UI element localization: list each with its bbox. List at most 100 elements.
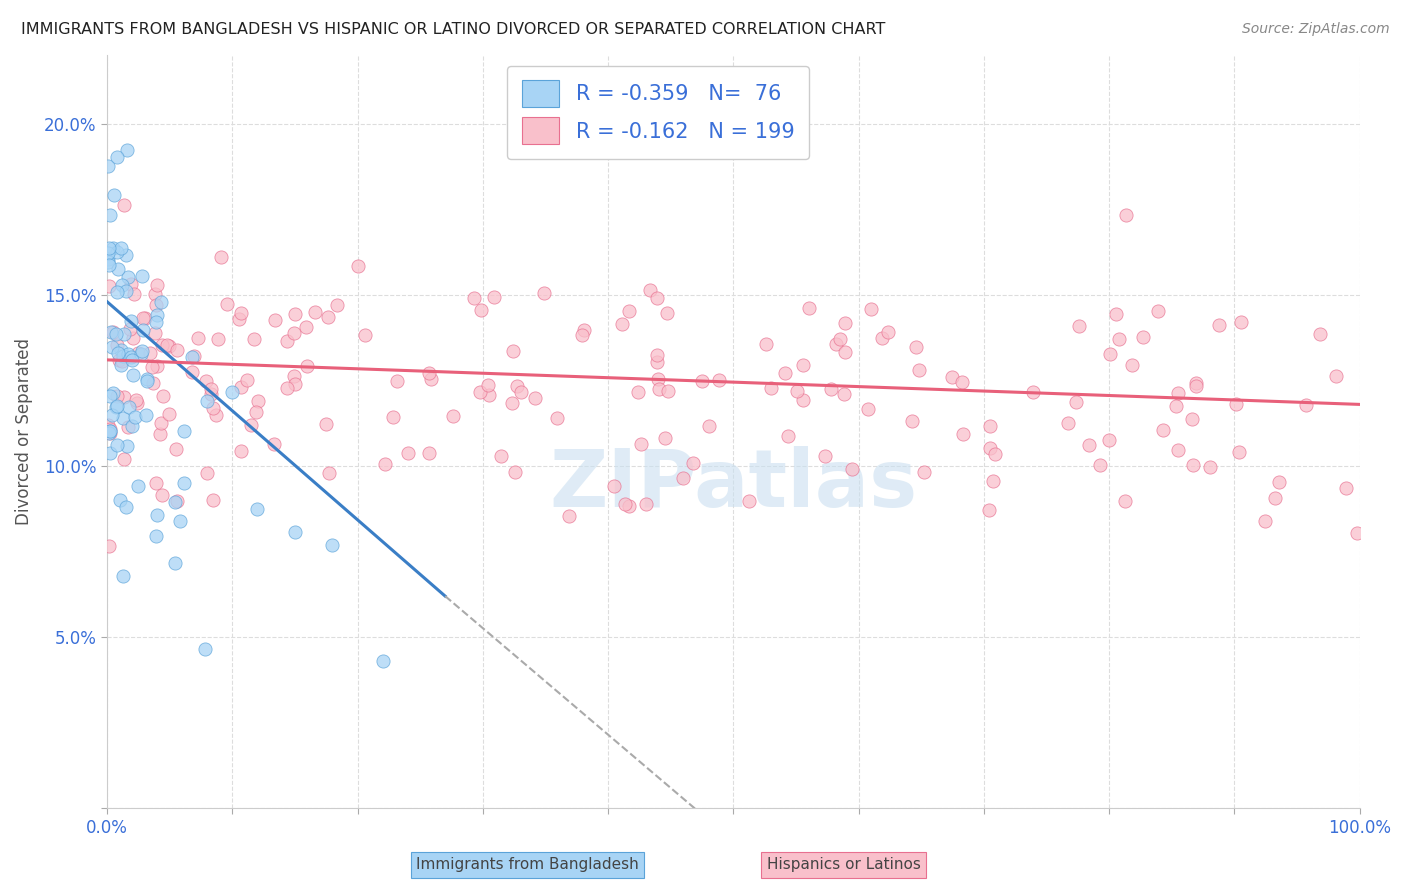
Point [165,556,187,570]
Point [187,331,209,345]
Point [1346,526,1368,541]
Point [1181,458,1204,473]
Point [107,346,129,360]
Point [326,298,349,312]
Point [129,347,152,361]
Point [304,305,326,319]
Point [120,322,142,336]
Point [354,327,377,342]
Point [146,359,169,373]
Point [1264,491,1286,506]
Point [97,255,120,269]
Point [482,289,505,303]
Point [283,368,305,383]
Point [111,349,134,363]
Point [107,338,129,352]
Point [682,456,704,470]
Point [127,346,149,360]
Point [284,525,307,540]
Point [108,492,131,507]
Point [97,252,120,266]
Point [418,445,440,459]
Point [131,269,153,284]
Point [276,334,298,348]
Point [371,654,394,668]
Point [979,442,1001,456]
Point [950,375,973,389]
Point [194,642,217,657]
Point [263,436,285,450]
Point [111,353,134,368]
Point [381,410,404,425]
Point [1167,442,1189,457]
Point [738,493,761,508]
Point [215,296,238,310]
Point [418,366,440,380]
Point [200,387,222,401]
Point [105,245,128,260]
Point [347,260,370,274]
Point [1056,417,1078,431]
Point [786,384,808,398]
Point [98,424,121,438]
Point [489,450,512,464]
Point [195,374,218,388]
Point [125,396,148,410]
Point [981,474,1004,488]
Point [149,294,172,309]
Point [120,350,142,364]
Point [246,502,269,516]
Point [1230,315,1253,329]
Point [284,377,307,392]
Point [574,323,596,337]
Point [655,305,678,319]
Point [1098,434,1121,448]
Point [112,390,135,404]
Point [859,301,882,316]
Point [145,298,167,312]
Point [1069,319,1091,334]
Point [907,363,929,377]
Point [1199,460,1222,475]
Text: IMMIGRANTS FROM BANGLADESH VS HISPANIC OR LATINO DIVORCED OR SEPARATED CORRELATI: IMMIGRANTS FROM BANGLADESH VS HISPANIC O… [21,22,886,37]
Point [603,479,626,493]
Point [984,447,1007,461]
Point [107,261,129,276]
Text: Hispanics or Latinos: Hispanics or Latinos [766,857,921,872]
Point [221,384,243,399]
Point [105,326,128,341]
Point [463,291,485,305]
Point [636,496,658,510]
Point [146,308,169,322]
Point [121,368,143,382]
Point [814,449,837,463]
Point [107,150,129,164]
Point [1108,332,1130,346]
Point [276,381,298,395]
Point [127,479,149,493]
Point [901,414,924,428]
Point [197,466,219,480]
Point [797,301,820,315]
Point [156,338,179,352]
Point [1254,514,1277,528]
Point [1164,399,1187,413]
Point [396,446,419,460]
Point [117,269,139,284]
Point [205,408,228,422]
Point [645,348,668,362]
Point [1225,397,1247,411]
Point [877,325,900,339]
Point [773,366,796,380]
Point [111,277,134,292]
Point [98,279,121,293]
Point [146,278,169,293]
Point [173,425,195,439]
Point [546,411,568,425]
Point [142,376,165,391]
Point [697,419,720,434]
Text: ZIPatlas: ZIPatlas [550,445,917,524]
Point [145,475,167,490]
Point [979,419,1001,434]
Point [243,332,266,346]
